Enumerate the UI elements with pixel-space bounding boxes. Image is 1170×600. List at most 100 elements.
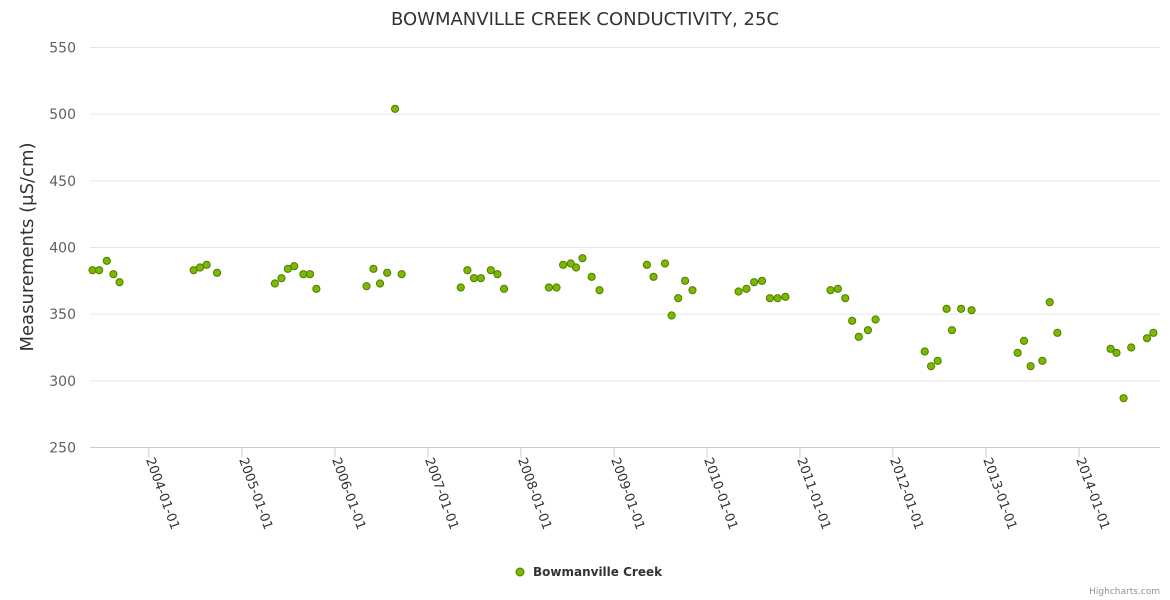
data-point[interactable] — [109, 270, 118, 279]
data-point[interactable] — [942, 304, 951, 313]
data-point[interactable] — [312, 284, 321, 293]
x-tick-label: 2012-01-01 — [886, 456, 926, 532]
x-tick-label: 2008-01-01 — [514, 456, 554, 532]
data-point[interactable] — [115, 278, 124, 287]
y-tick-label: 350 — [49, 307, 76, 323]
data-point[interactable] — [290, 262, 299, 271]
data-point[interactable] — [578, 254, 587, 263]
data-point[interactable] — [1106, 344, 1115, 353]
x-tick-label: 2013-01-01 — [979, 456, 1019, 532]
data-point[interactable] — [305, 270, 315, 279]
data-point[interactable] — [362, 282, 371, 291]
data-point[interactable] — [742, 284, 751, 293]
data-point[interactable] — [469, 274, 479, 283]
x-tick-label: 2014-01-01 — [1072, 456, 1112, 532]
data-point[interactable] — [926, 362, 936, 371]
data-point[interactable] — [660, 259, 670, 268]
data-point[interactable] — [1053, 328, 1062, 337]
data-point[interactable] — [1045, 298, 1054, 307]
data-point[interactable] — [212, 268, 222, 277]
data-point[interactable] — [397, 270, 406, 279]
data-point[interactable] — [499, 284, 509, 293]
y-axis-ticks: 250 300 350 400 450 500 550 — [49, 41, 76, 457]
data-point[interactable] — [1013, 348, 1022, 357]
data-point[interactable] — [383, 268, 392, 277]
data-point[interactable] — [750, 278, 759, 287]
data-point[interactable] — [920, 347, 929, 356]
data-point[interactable] — [566, 259, 575, 268]
data-point[interactable] — [757, 276, 767, 285]
data-point[interactable] — [572, 263, 581, 272]
data-point[interactable] — [559, 260, 568, 269]
y-tick-label: 450 — [49, 174, 76, 190]
data-point[interactable] — [1038, 356, 1047, 365]
data-point[interactable] — [871, 315, 880, 324]
data-point[interactable] — [649, 272, 658, 281]
data-point[interactable] — [734, 287, 743, 296]
x-tick-label: 2010-01-01 — [700, 456, 740, 532]
data-point[interactable] — [476, 274, 485, 283]
data-point[interactable] — [1026, 362, 1035, 371]
y-axis-title: Measurements (μS/cm) — [17, 142, 38, 351]
y-tick-label: 250 — [49, 441, 76, 457]
data-point[interactable] — [667, 311, 676, 320]
data-point[interactable] — [486, 266, 495, 275]
legend-item-label[interactable]: Bowmanville Creek — [533, 565, 663, 579]
data-point[interactable] — [674, 294, 683, 303]
data-point[interactable] — [552, 283, 561, 292]
data-point[interactable] — [587, 272, 596, 281]
data-point[interactable] — [369, 264, 378, 273]
data-point[interactable] — [390, 104, 400, 113]
data-point[interactable] — [102, 256, 111, 265]
y-tick-label: 300 — [49, 374, 76, 390]
data-point[interactable] — [848, 316, 857, 325]
credit-link[interactable]: Highcharts.com — [1089, 587, 1160, 597]
data-point[interactable] — [967, 306, 976, 315]
legend[interactable]: Bowmanville Creek — [515, 565, 663, 579]
x-tick-label: 2006-01-01 — [328, 456, 368, 532]
data-point[interactable] — [544, 283, 553, 292]
data-point[interactable] — [680, 276, 690, 285]
data-point[interactable] — [642, 260, 651, 269]
data-point[interactable] — [854, 332, 863, 341]
legend-marker-icon — [515, 567, 525, 577]
data-point[interactable] — [1119, 394, 1128, 403]
data-point[interactable] — [195, 263, 205, 272]
data-point[interactable] — [202, 260, 211, 269]
data-point[interactable] — [299, 270, 308, 279]
data-point[interactable] — [270, 279, 279, 288]
y-tick-label: 550 — [49, 41, 76, 57]
data-point[interactable] — [277, 274, 286, 283]
data-point[interactable] — [957, 304, 966, 313]
data-point[interactable] — [833, 284, 842, 293]
grid-lines — [90, 47, 1160, 382]
series-points — [88, 104, 1158, 403]
data-point[interactable] — [1112, 348, 1121, 357]
data-point[interactable] — [841, 294, 850, 303]
data-point[interactable] — [933, 356, 942, 365]
x-axis-ticks: 2004-01-01 2005-01-01 2006-01-01 2007-01-01… — [142, 447, 1112, 532]
data-point[interactable] — [781, 292, 790, 301]
y-tick-label: 400 — [49, 241, 76, 257]
data-point[interactable] — [1142, 334, 1152, 343]
data-point[interactable] — [863, 326, 873, 335]
data-point[interactable] — [95, 266, 104, 275]
data-point[interactable] — [765, 294, 774, 303]
chart-title: BOWMANVILLE CREEK CONDUCTIVITY, 25C — [391, 9, 779, 30]
data-point[interactable] — [826, 286, 835, 295]
data-point[interactable] — [1127, 343, 1136, 352]
data-point[interactable] — [456, 283, 465, 292]
data-point[interactable] — [688, 286, 697, 295]
data-point[interactable] — [1019, 336, 1029, 345]
y-tick-label: 500 — [49, 107, 76, 123]
data-point[interactable] — [1149, 328, 1158, 337]
data-point[interactable] — [463, 266, 472, 275]
data-point[interactable] — [595, 286, 604, 295]
data-point[interactable] — [773, 294, 782, 303]
x-tick-label: 2005-01-01 — [235, 456, 275, 532]
data-point[interactable] — [947, 326, 957, 335]
data-point[interactable] — [375, 279, 385, 288]
data-point[interactable] — [493, 270, 502, 279]
data-point[interactable] — [88, 266, 97, 275]
